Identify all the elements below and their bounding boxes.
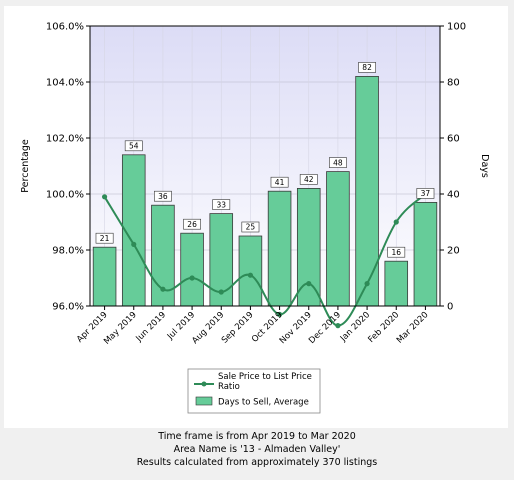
bar [355,76,379,307]
bar-series [92,76,438,307]
data-label: 26 [187,220,197,229]
left-tick-label: 98.0% [52,246,84,257]
legend-line-label: Sale Price to List Price [218,372,312,382]
bar [92,246,117,307]
legend-line-marker [201,381,207,387]
data-label: 42 [304,175,314,184]
data-label-box [124,140,143,152]
data-label: 82 [362,63,372,72]
legend-bar-swatch [195,396,213,406]
right-tick-label: 40 [447,190,460,201]
line-point [364,281,370,287]
line-point [131,241,137,247]
right-tick-label: 80 [447,78,460,89]
data-label-box [95,232,114,244]
data-labels: 21 54 36 26 33 25 41 42 48 82 16 37 [95,62,435,258]
bar [413,201,438,307]
data-label-box [183,218,201,230]
right-tick-label: 60 [447,134,460,145]
line-point [101,194,108,200]
data-label-box [270,176,289,188]
right-tick-label: 0 [447,302,453,313]
line-point [276,311,283,317]
data-label-box [387,246,406,258]
left-tick-label: 104.0% [46,78,84,89]
right-axis-label: Days [479,154,490,178]
data-label: 33 [216,200,226,209]
footer-timeframe: Time frame is from Apr 2019 to Mar 2020 [158,431,356,442]
data-label: 16 [391,248,401,257]
data-label-box [154,190,172,202]
chart-panel: 21 54 36 26 33 25 41 42 48 82 16 37 96.0% 98.0% 100.0… [4,6,508,428]
left-tick-label: 96.0% [52,302,84,313]
line-point [335,323,341,329]
x-tick-label: Sep 2019 [220,310,256,346]
chart-footer: Time frame is from Apr 2019 to Mar 2020 … [0,430,514,480]
bar [238,235,263,307]
footer-listing-count: Results calculated from approximately 37… [136,457,378,468]
bar [326,171,350,307]
data-label-box [241,221,260,233]
data-label-box [358,62,376,73]
data-label: 25 [246,223,256,232]
legend-bar-label: Days to Sell, Average [218,398,309,408]
data-label-box [299,174,318,185]
data-label-box [212,199,231,210]
left-tick-label: 106.0% [46,22,84,33]
line-point [393,219,399,225]
line-point [306,281,312,287]
data-label: 48 [333,158,343,167]
plot-area [90,26,440,306]
legend-line-label-cont: Ratio [218,382,240,392]
left-axis-label: Percentage [20,139,31,193]
bar [267,190,292,307]
data-label-box [416,188,435,199]
x-tick-label: Jun 2019 [134,310,168,344]
line-point [247,272,254,278]
line-point [189,275,195,281]
data-label: 41 [275,178,285,187]
bar [384,260,409,307]
line-point [160,286,166,292]
data-label: 21 [100,234,110,243]
chart-svg: 21 54 36 26 33 25 41 42 48 82 16 37 96.0% 98.0% 100.0… [20,22,490,414]
data-label: 54 [129,142,139,151]
line-point [218,289,224,295]
data-label: 36 [158,192,168,201]
legend-box [187,368,321,414]
right-tick-label: 100 [447,22,466,33]
plot-border [89,25,441,307]
left-tick-label: 102.0% [46,134,84,145]
data-label: 37 [421,189,431,198]
left-tick-label: 100.0% [46,190,84,201]
x-tick-label: Mar 2020 [395,310,431,346]
data-label-box [329,157,347,168]
right-tick-label: 20 [447,246,460,257]
footer-area-name: Area Name is '13 - Almaden Valley' [173,444,341,455]
bar [180,232,204,307]
